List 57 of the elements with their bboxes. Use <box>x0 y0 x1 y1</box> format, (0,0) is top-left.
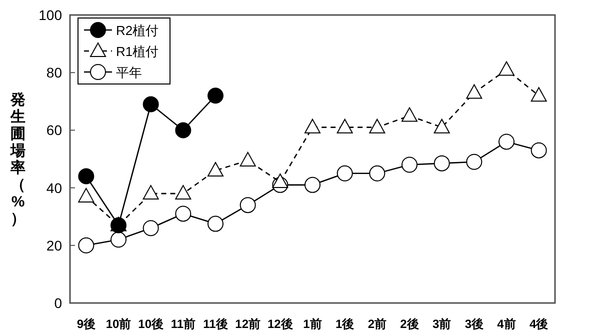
y-tick-label: 100 <box>38 7 62 23</box>
point <box>78 168 94 184</box>
x-tick-label: 3後 <box>464 317 484 331</box>
x-tick-label: 12後 <box>267 317 293 331</box>
point <box>466 84 482 99</box>
point <box>434 118 450 134</box>
point <box>175 122 192 138</box>
y-tick-label: 20 <box>46 237 62 254</box>
point <box>336 118 353 134</box>
x-tick-label: 9後 <box>76 317 96 331</box>
point <box>208 88 224 104</box>
point <box>530 87 547 102</box>
point <box>498 134 514 150</box>
point <box>142 185 159 200</box>
y-tick-label: 40 <box>46 180 62 196</box>
point <box>369 165 386 182</box>
x-tick-label: 11前 <box>170 317 196 331</box>
legend-label: R1植付 <box>116 44 159 59</box>
point <box>175 185 192 200</box>
y-axis-title: 発生圃場率（%） <box>10 92 26 228</box>
x-tick-label: 11後 <box>203 317 228 331</box>
legend-label: 平年 <box>116 65 142 80</box>
point <box>498 61 514 76</box>
legend-label: R2植付 <box>116 23 159 38</box>
point <box>272 174 288 188</box>
x-tick-label: 1後 <box>335 317 354 331</box>
point <box>530 142 547 158</box>
x-tick-label: 2後 <box>400 317 419 331</box>
x-tick-label: 1前 <box>303 317 322 331</box>
point <box>434 155 450 172</box>
point <box>402 107 418 122</box>
point <box>142 220 159 236</box>
point <box>78 188 94 202</box>
y-tick-label: 0 <box>54 295 62 311</box>
point <box>240 152 256 166</box>
point <box>78 237 94 254</box>
x-tick-label: 10後 <box>138 317 164 331</box>
point <box>175 206 192 222</box>
x-tick-label: 4後 <box>529 317 548 331</box>
point <box>369 118 386 134</box>
y-tick-label: 60 <box>46 122 62 138</box>
point <box>208 162 224 177</box>
point <box>142 96 159 112</box>
x-tick-label: 4前 <box>497 317 516 331</box>
x-tick-label: 3前 <box>432 317 452 331</box>
point <box>240 197 256 214</box>
x-tick-label: 10前 <box>106 317 132 331</box>
point <box>110 232 126 248</box>
x-tick-label: 2前 <box>368 317 387 331</box>
y-tick-label: 80 <box>46 64 62 81</box>
point <box>208 216 224 232</box>
point <box>336 165 353 182</box>
point <box>304 176 320 193</box>
point <box>304 118 320 134</box>
point <box>402 156 418 173</box>
point <box>466 154 482 170</box>
x-tick-label: 12前 <box>235 317 261 331</box>
